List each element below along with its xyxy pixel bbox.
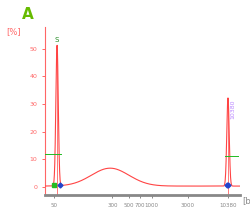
Text: S: S — [55, 37, 59, 43]
Text: A: A — [22, 7, 33, 22]
Text: 10380: 10380 — [230, 100, 235, 119]
Text: [%]: [%] — [6, 27, 21, 36]
Text: [bp]: [bp] — [242, 197, 250, 206]
